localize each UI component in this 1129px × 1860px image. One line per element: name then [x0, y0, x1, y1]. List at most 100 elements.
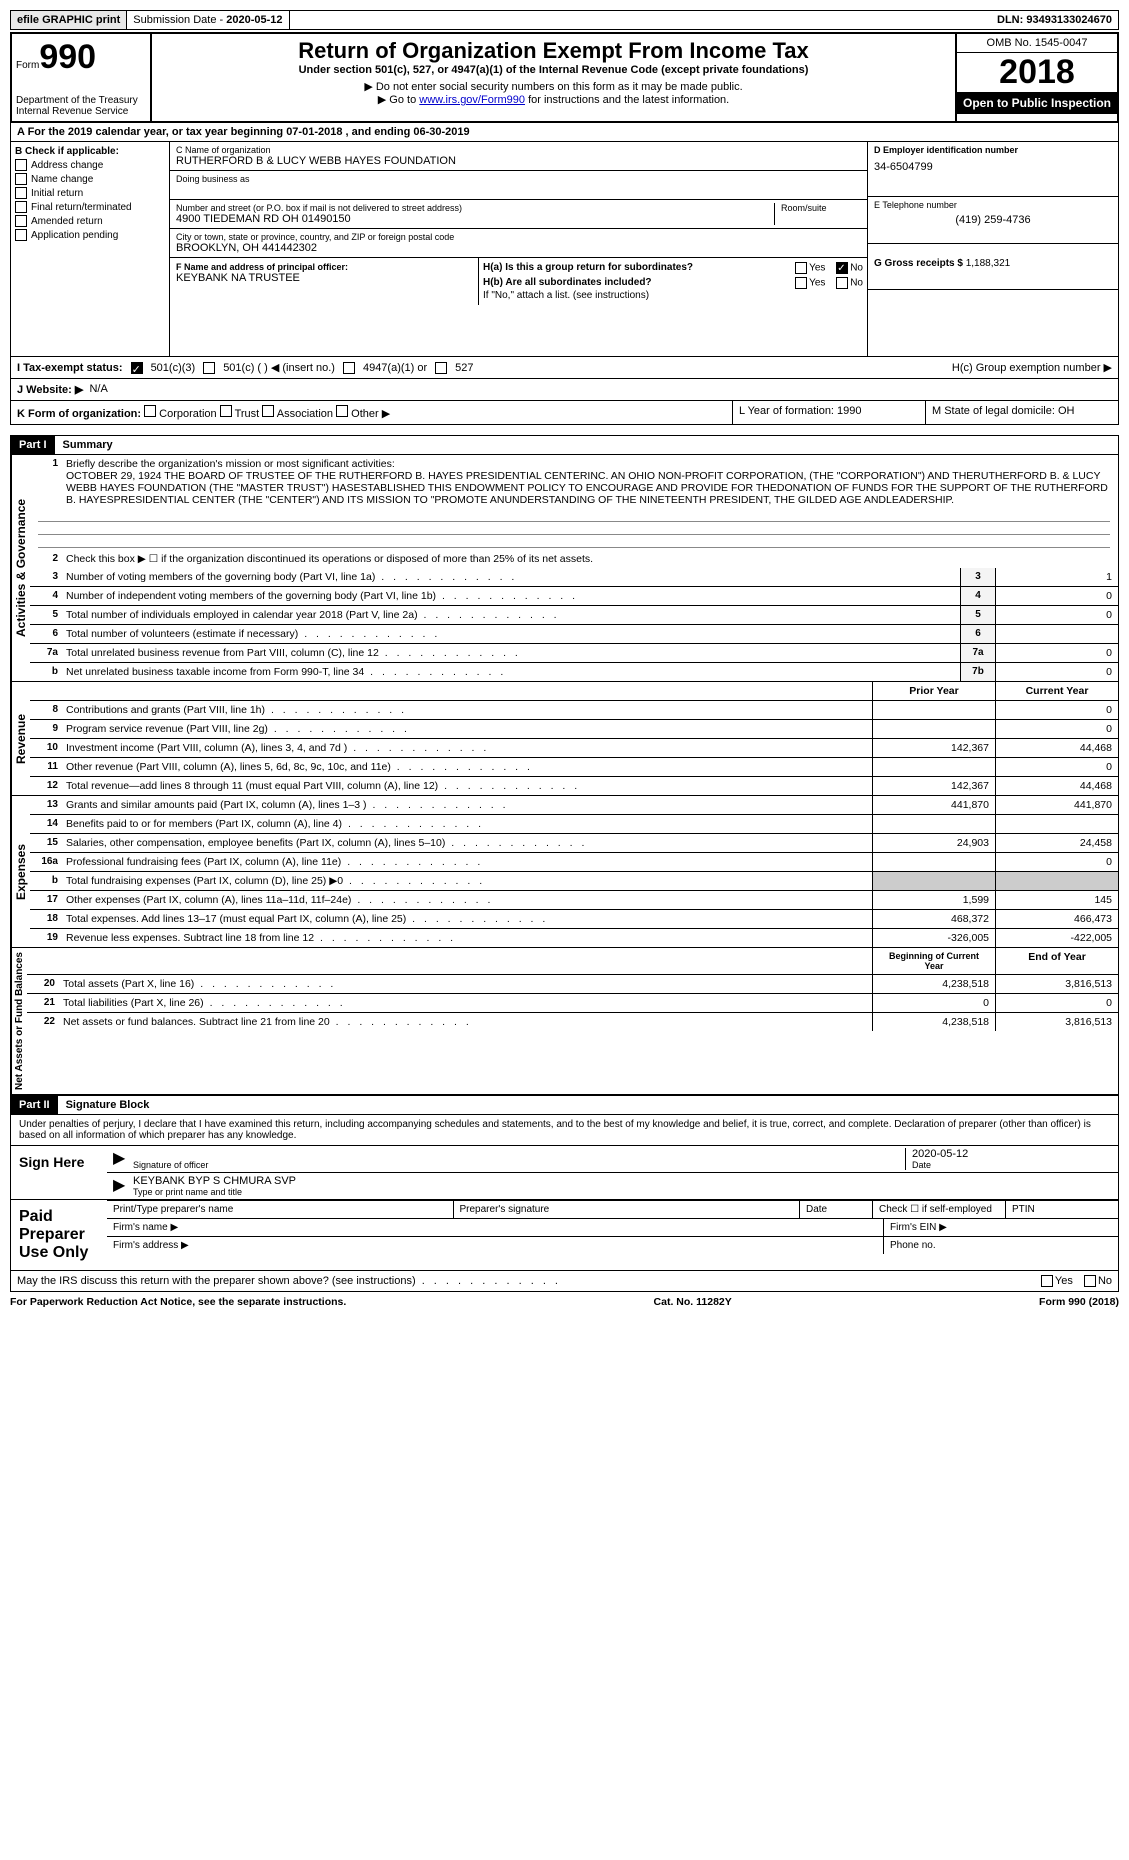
- prep-date-label: Date: [800, 1201, 873, 1218]
- cb-corp[interactable]: [144, 405, 156, 417]
- street-value: 4900 TIEDEMAN RD OH 01490150: [176, 213, 774, 225]
- omb-number: OMB No. 1545-0047: [957, 34, 1117, 53]
- gross-label: G Gross receipts $: [874, 258, 963, 269]
- tax-exempt-status-row: I Tax-exempt status: ✓501(c)(3) 501(c) (…: [10, 357, 1119, 379]
- website-label: J Website: ▶: [17, 383, 83, 396]
- ein-value: 34-6504799: [874, 161, 1112, 173]
- h-section: H(a) Is this a group return for subordin…: [479, 258, 867, 305]
- cb-name-change[interactable]: Name change: [15, 173, 165, 185]
- table-row: 16aProfessional fundraising fees (Part I…: [30, 853, 1118, 872]
- cb-501c[interactable]: [203, 362, 215, 374]
- no-label: No: [850, 278, 863, 289]
- firm-phone-label: Phone no.: [884, 1237, 1118, 1254]
- goto-suffix: for instructions and the latest informat…: [525, 94, 729, 106]
- h-b-label: H(b) Are all subordinates included?: [483, 277, 652, 288]
- website-value: N/A: [89, 383, 107, 396]
- ha-no[interactable]: ✓: [836, 262, 848, 274]
- cb-527[interactable]: [435, 362, 447, 374]
- table-row: 14Benefits paid to or for members (Part …: [30, 815, 1118, 834]
- sign-here-label: Sign Here: [11, 1146, 107, 1199]
- h-c-label: H(c) Group exemption number ▶: [952, 361, 1112, 374]
- table-row: 5Total number of individuals employed in…: [30, 606, 1118, 625]
- goto-text: Go to: [389, 94, 419, 106]
- room-label: Room/suite: [781, 203, 861, 213]
- street-label: Number and street (or P.O. box if mail i…: [176, 203, 774, 213]
- phone-value: (419) 259-4736: [874, 214, 1112, 226]
- table-row: 8Contributions and grants (Part VIII, li…: [30, 701, 1118, 720]
- col-b-checkboxes: B Check if applicable: Address change Na…: [11, 142, 170, 356]
- cb-application-pending[interactable]: Application pending: [15, 229, 165, 241]
- city-label: City or town, state or province, country…: [176, 232, 861, 242]
- signature-block: Under penalties of perjury, I declare th…: [10, 1115, 1119, 1271]
- cb-label: Address change: [31, 160, 103, 171]
- no-label: No: [1098, 1275, 1112, 1287]
- discuss-no[interactable]: [1084, 1275, 1096, 1287]
- firm-ein-label: Firm's EIN ▶: [884, 1219, 1118, 1236]
- table-row: 13Grants and similar amounts paid (Part …: [30, 796, 1118, 815]
- opt-other: Other ▶: [351, 408, 390, 420]
- prep-sig-label: Preparer's signature: [454, 1201, 801, 1218]
- footer: For Paperwork Reduction Act Notice, see …: [10, 1292, 1119, 1312]
- table-row: 17Other expenses (Part IX, column (A), l…: [30, 891, 1118, 910]
- part2-num: Part II: [11, 1096, 58, 1114]
- header-right: OMB No. 1545-0047 2018 Open to Public In…: [957, 34, 1117, 121]
- cb-trust[interactable]: [220, 405, 232, 417]
- ha-yes[interactable]: [795, 262, 807, 274]
- discuss-yes[interactable]: [1041, 1275, 1053, 1287]
- org-name: RUTHERFORD B & LUCY WEBB HAYES FOUNDATIO…: [176, 155, 861, 167]
- cb-501c3[interactable]: ✓: [131, 362, 143, 374]
- sig-officer-label: Signature of officer: [133, 1160, 905, 1170]
- form-word: Form: [16, 60, 39, 71]
- expenses-section: Expenses 13Grants and similar amounts pa…: [10, 796, 1119, 948]
- open-to-public: Open to Public Inspection: [957, 92, 1117, 114]
- mission-label: Briefly describe the organization's miss…: [66, 458, 395, 470]
- cb-label: Amended return: [31, 216, 103, 227]
- footer-mid: Cat. No. 11282Y: [654, 1296, 732, 1308]
- cb-other[interactable]: [336, 405, 348, 417]
- submission-label: Submission Date -: [133, 14, 226, 26]
- cb-initial-return[interactable]: Initial return: [15, 187, 165, 199]
- paid-preparer-label: Paid Preparer Use Only: [11, 1200, 107, 1270]
- table-row: 19Revenue less expenses. Subtract line 1…: [30, 929, 1118, 947]
- table-row: 15Salaries, other compensation, employee…: [30, 834, 1118, 853]
- officer-label: F Name and address of principal officer:: [176, 262, 348, 272]
- table-row: 21Total liabilities (Part X, line 26)00: [27, 994, 1118, 1013]
- ptin-label: PTIN: [1006, 1201, 1118, 1218]
- opt-527: 527: [455, 362, 473, 374]
- dln-label: DLN:: [997, 14, 1026, 26]
- firm-name-label: Firm's name ▶: [107, 1219, 884, 1236]
- table-row: 10Investment income (Part VIII, column (…: [30, 739, 1118, 758]
- table-row: 6Total number of volunteers (estimate if…: [30, 625, 1118, 644]
- k-row: K Form of organization: Corporation Trus…: [10, 401, 1119, 425]
- street-cell: Number and street (or P.O. box if mail i…: [170, 200, 867, 229]
- efile-print-button[interactable]: efile GRAPHIC print: [11, 11, 127, 29]
- col-prior-year: Prior Year: [872, 682, 995, 700]
- typed-label: Type or print name and title: [133, 1187, 1112, 1197]
- org-name-label: C Name of organization: [176, 145, 861, 155]
- col-c: C Name of organization RUTHERFORD B & LU…: [170, 142, 868, 356]
- hb-yes[interactable]: [795, 277, 807, 289]
- cb-final-return[interactable]: Final return/terminated: [15, 201, 165, 213]
- section-a-tax-year: A For the 2019 calendar year, or tax yea…: [10, 123, 1119, 142]
- state-domicile: M State of legal domicile: OH: [926, 401, 1118, 424]
- line2-text: Check this box ▶ ☐ if the organization d…: [62, 550, 1118, 568]
- cb-4947[interactable]: [343, 362, 355, 374]
- submission-date: Submission Date - 2020-05-12: [127, 11, 289, 29]
- irs-link[interactable]: www.irs.gov/Form990: [419, 94, 525, 106]
- yes-label: Yes: [809, 278, 825, 289]
- dba-cell: Doing business as: [170, 171, 867, 200]
- subtitle-1: Under section 501(c), 527, or 4947(a)(1)…: [156, 64, 951, 76]
- cb-address-change[interactable]: Address change: [15, 159, 165, 171]
- city-value: BROOKLYN, OH 441442302: [176, 242, 861, 254]
- hb-no[interactable]: [836, 277, 848, 289]
- cb-amended-return[interactable]: Amended return: [15, 215, 165, 227]
- no-label: No: [850, 263, 863, 274]
- table-row: bTotal fundraising expenses (Part IX, co…: [30, 872, 1118, 891]
- footer-left: For Paperwork Reduction Act Notice, see …: [10, 1296, 346, 1308]
- gross-value: 1,188,321: [966, 258, 1011, 269]
- cb-assoc[interactable]: [262, 405, 274, 417]
- year-formation: L Year of formation: 1990: [733, 401, 926, 424]
- self-employed-label: Check ☐ if self-employed: [873, 1201, 1006, 1218]
- table-row: 3Number of voting members of the governi…: [30, 568, 1118, 587]
- table-row: 20Total assets (Part X, line 16)4,238,51…: [27, 975, 1118, 994]
